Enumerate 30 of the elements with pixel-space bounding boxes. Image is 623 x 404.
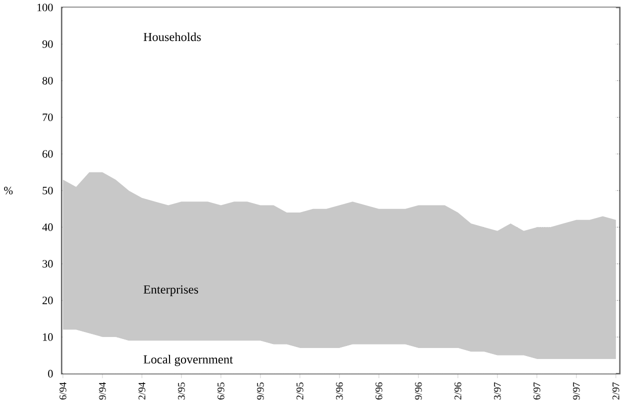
x-tick-label: 9/95 <box>257 382 264 400</box>
x-tick-label: 3/97 <box>494 382 501 400</box>
y-tick-label: 0 <box>48 370 53 378</box>
x-tick-label: 6/96 <box>376 382 382 400</box>
x-tick-label: 9/94 <box>99 382 106 400</box>
y-tick-label: 60 <box>42 150 53 158</box>
x-tick-label: 2/97 <box>612 382 620 400</box>
y-tick-label: 40 <box>42 224 53 232</box>
y-tick-label: 50 <box>42 186 53 194</box>
x-tick-label: 2/95 <box>296 382 304 400</box>
x-tick-label: 9/97 <box>573 382 580 400</box>
y-tick-label: 100 <box>37 4 53 12</box>
y-tick-label: 20 <box>42 296 53 304</box>
x-tick-label: 6/97 <box>534 382 540 400</box>
x-tick-label: 6/95 <box>218 382 224 400</box>
x-tick-label: 2/94 <box>138 382 146 400</box>
y-tick-label: 90 <box>42 40 53 48</box>
x-tick-label: 6/94 <box>60 382 66 400</box>
series-label: Households <box>144 32 201 42</box>
y-axis-title: % <box>4 186 13 195</box>
x-tick-label: 9/96 <box>415 382 422 400</box>
y-tick-label: 80 <box>42 77 53 85</box>
x-tick-label: 3/96 <box>336 382 343 400</box>
series-label: Local government <box>144 355 233 366</box>
series-label: Enterprises <box>144 286 198 296</box>
y-tick-label: 30 <box>42 260 53 268</box>
y-tick-label: 10 <box>43 333 53 341</box>
x-tick-label: 2/96 <box>454 382 462 400</box>
y-tick-label: 70 <box>42 114 53 122</box>
x-tick-label: 3/95 <box>178 382 185 400</box>
